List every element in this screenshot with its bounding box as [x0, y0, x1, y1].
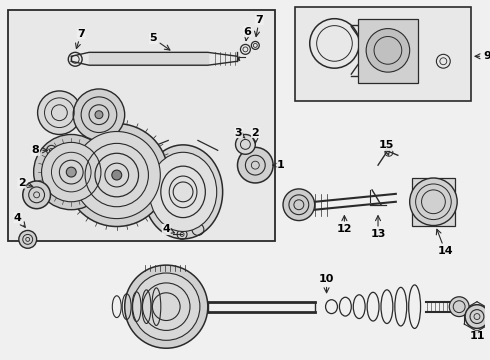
Circle shape: [449, 297, 469, 316]
Text: 11: 11: [469, 331, 485, 341]
Circle shape: [73, 89, 124, 140]
Text: 8: 8: [32, 145, 48, 155]
Circle shape: [95, 111, 103, 119]
Circle shape: [65, 123, 168, 226]
Text: 4: 4: [14, 213, 25, 227]
Circle shape: [66, 167, 76, 177]
Circle shape: [112, 170, 122, 180]
Circle shape: [34, 135, 109, 210]
Text: 6: 6: [244, 27, 251, 41]
Text: 4: 4: [162, 225, 174, 234]
Bar: [412, 178, 455, 225]
Circle shape: [236, 135, 255, 154]
Circle shape: [366, 28, 410, 72]
Circle shape: [283, 189, 315, 221]
Circle shape: [238, 147, 273, 183]
Text: 1: 1: [273, 160, 285, 170]
Bar: [295, 7, 471, 101]
Circle shape: [465, 305, 489, 328]
Ellipse shape: [144, 145, 222, 239]
Text: 7: 7: [75, 28, 85, 49]
Ellipse shape: [149, 152, 217, 231]
Circle shape: [19, 230, 37, 248]
Text: 3: 3: [235, 127, 245, 138]
Text: 9: 9: [475, 51, 490, 61]
Circle shape: [23, 181, 50, 209]
Circle shape: [410, 178, 457, 225]
Text: 2: 2: [18, 178, 33, 188]
Text: 13: 13: [370, 216, 386, 239]
Circle shape: [124, 265, 208, 348]
Text: 2: 2: [251, 127, 259, 143]
Text: 12: 12: [337, 216, 352, 234]
Text: 15: 15: [378, 140, 393, 155]
Text: 5: 5: [149, 33, 170, 50]
Circle shape: [38, 91, 81, 135]
Text: 7: 7: [254, 15, 263, 36]
Bar: [358, 19, 417, 83]
Text: 10: 10: [319, 274, 334, 293]
Circle shape: [42, 143, 101, 202]
Circle shape: [73, 131, 160, 219]
Bar: [8, 10, 275, 241]
Circle shape: [133, 273, 200, 340]
Text: 14: 14: [436, 229, 453, 256]
